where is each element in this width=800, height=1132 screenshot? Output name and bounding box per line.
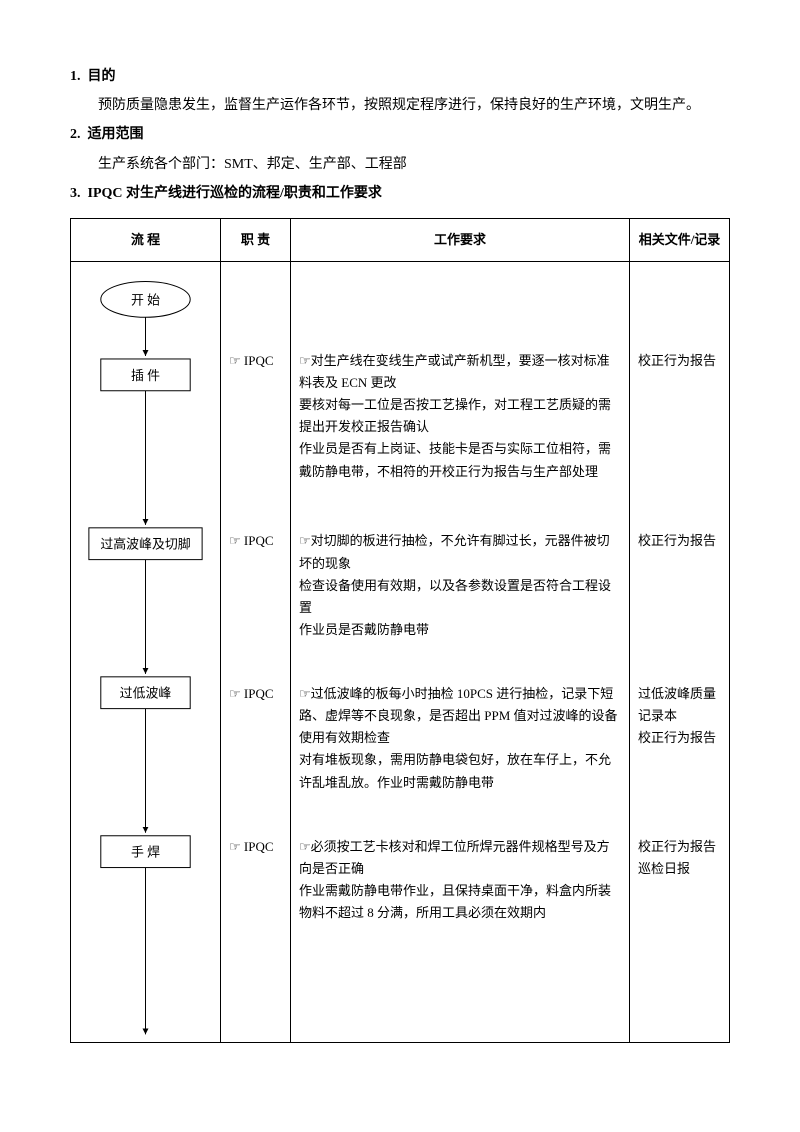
doc-text: 过低波峰质量记录本校正行为报告	[638, 686, 716, 745]
flow-start-label: 开 始	[131, 292, 160, 307]
flow-diagram-cell: 开 始 插 件 过高波峰及切脚	[71, 262, 221, 1043]
req-cell: ☞必须按工艺卡核对和焊工位所焊元器件规格型号及方向是否正确作业需戴防静电带作业，…	[291, 830, 630, 1043]
req-cell: ☞过低波峰的板每小时抽检 10PCS 进行抽检，记录下短路、虚焊等不良现象，是否…	[291, 677, 630, 830]
flow-node-start: 开 始	[101, 282, 190, 318]
doc-cell: 校正行为报告	[630, 344, 730, 524]
duty-cell: ☞ IPQC	[221, 524, 291, 677]
section-2-body: 生产系统各个部门：SMT、邦定、生产部、工程部	[70, 152, 730, 177]
pointer-icon: ☞	[299, 839, 311, 854]
doc-cell: 过低波峰质量记录本校正行为报告	[630, 677, 730, 830]
req-text: 对生产线在变线生产或试产新机型，要逐一核对标准料表及 ECN 更改要核对每一工位…	[299, 353, 611, 478]
section-1-num: 1.	[70, 69, 81, 84]
flow-n2-label: 过高波峰及切脚	[100, 537, 190, 552]
flowchart-svg: 开 始 插 件 过高波峰及切脚	[71, 262, 220, 1042]
pointer-icon: ☞	[229, 533, 241, 548]
section-1-body: 预防质量隐患发生，监督生产运作各环节，按照规定程序进行，保持良好的生产环境，文明…	[70, 93, 730, 118]
section-1-heading: 1. 目的	[70, 64, 730, 89]
req-cell: ☞对生产线在变线生产或试产新机型，要逐一核对标准料表及 ECN 更改要核对每一工…	[291, 344, 630, 524]
flow-n3-label: 过低波峰	[120, 686, 172, 701]
spacer-cell	[221, 262, 291, 345]
spacer-cell	[630, 262, 730, 345]
th-flow: 流 程	[71, 218, 221, 261]
flow-node-2: 过高波峰及切脚	[89, 528, 202, 560]
pointer-icon: ☞	[229, 839, 241, 854]
flow-node-4: 手 焊	[101, 836, 190, 868]
section-3-title: IPQC 对生产线进行巡检的流程/职责和工作要求	[88, 186, 382, 201]
section-2-heading: 2. 适用范围	[70, 122, 730, 147]
pointer-icon: ☞	[229, 353, 241, 368]
pointer-icon: ☞	[299, 353, 311, 368]
flow-node-3: 过低波峰	[101, 677, 190, 709]
pointer-icon: ☞	[299, 533, 311, 548]
duty-text: IPQC	[244, 353, 274, 368]
section-2-num: 2.	[70, 127, 81, 142]
req-text: 过低波峰的板每小时抽检 10PCS 进行抽检，记录下短路、虚焊等不良现象，是否超…	[299, 686, 618, 789]
th-req: 工作要求	[291, 218, 630, 261]
duty-text: IPQC	[244, 839, 274, 854]
spacer-cell	[291, 262, 630, 345]
pointer-icon: ☞	[229, 686, 241, 701]
duty-cell: ☞ IPQC	[221, 830, 291, 1043]
flow-node-1: 插 件	[101, 359, 190, 391]
table-header-row: 流 程 职 责 工作要求 相关文件/记录	[71, 218, 730, 261]
th-duty: 职 责	[221, 218, 291, 261]
duty-text: IPQC	[244, 533, 274, 548]
th-doc-text: 相关文件/记录	[639, 232, 721, 247]
section-3-num: 3.	[70, 186, 81, 201]
doc-text: 校正行为报告	[638, 533, 716, 548]
doc-cell: 校正行为报告巡检日报	[630, 830, 730, 1043]
duty-cell: ☞ IPQC	[221, 344, 291, 524]
ipqc-flow-table: 流 程 职 责 工作要求 相关文件/记录 开	[70, 218, 730, 1043]
section-1-title: 目的	[88, 69, 116, 84]
duty-text: IPQC	[244, 686, 274, 701]
req-text: 对切脚的板进行抽检，不允许有脚过长，元器件被切坏的现象检查设备使用有效期，以及各…	[299, 533, 611, 636]
flow-n1-label: 插 件	[131, 368, 160, 383]
doc-text: 校正行为报告巡检日报	[638, 839, 716, 876]
duty-cell: ☞ IPQC	[221, 677, 291, 830]
section-3-heading: 3. IPQC 对生产线进行巡检的流程/职责和工作要求	[70, 181, 730, 206]
section-2-title: 适用范围	[88, 127, 144, 142]
table-row: 开 始 插 件 过高波峰及切脚	[71, 262, 730, 345]
pointer-icon: ☞	[299, 686, 311, 701]
doc-text: 校正行为报告	[638, 353, 716, 368]
req-text: 必须按工艺卡核对和焊工位所焊元器件规格型号及方向是否正确作业需戴防静电带作业，且…	[299, 839, 611, 920]
th-doc: 相关文件/记录	[630, 218, 730, 261]
doc-cell: 校正行为报告	[630, 524, 730, 677]
req-cell: ☞对切脚的板进行抽检，不允许有脚过长，元器件被切坏的现象检查设备使用有效期，以及…	[291, 524, 630, 677]
flow-n4-label: 手 焊	[131, 845, 160, 860]
